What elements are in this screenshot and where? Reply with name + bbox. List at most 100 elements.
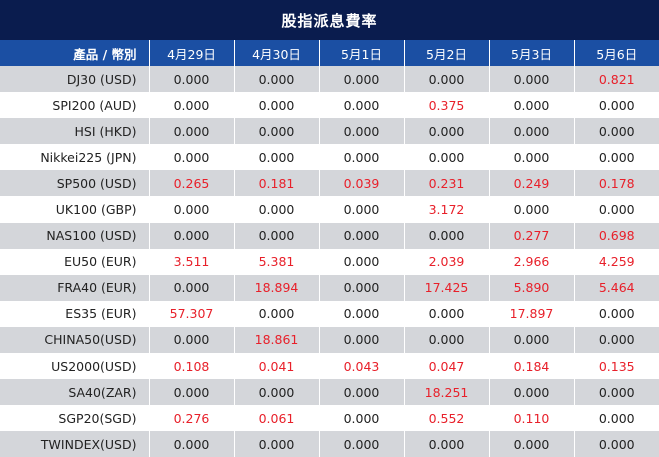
rate-cell: 0.277 [489,222,575,249]
rate-cell: 0.000 [319,118,405,145]
table-row: CHINA50(USD) 0.000 18.861 0.000 0.000 0.000 0.… [0,326,659,354]
rate-cell: 5.464 [598,280,635,296]
product-name-cell: SA40(ZAR) [0,379,150,406]
rate-cell: 0.000 [319,274,405,301]
rate-cell: 0.000 [489,66,575,93]
rate-cell: 0.249 [489,170,575,197]
rate-cell: 0.000 [319,248,405,275]
product-name-cell: CHINA50(USD) [0,326,150,354]
rate-cell: 0.000 [404,431,490,457]
product-name-cell: HSI (HKD) [0,118,150,145]
product-name-cell: SP500 (USD) [0,170,150,197]
rate-cell: 0.000 [489,144,575,171]
rate-cell: 0.000 [598,332,635,348]
rate-cell: 0.000 [598,97,635,113]
product-name-cell: DJ30 (USD) [0,66,150,93]
rate-cell: 5.890 [489,274,575,301]
column-header-date: 5月3日 [489,40,575,66]
rate-cell: 0.000 [234,222,320,249]
rate-cell: 0.000 [149,118,235,145]
rate-cell: 0.265 [149,170,235,197]
table-row: HSI (HKD) 0.000 0.000 0.000 0.000 0.000 0.000 [0,118,659,145]
rate-cell: 0.000 [598,410,635,426]
rate-cell: 5.381 [234,248,320,275]
rate-cell: 0.181 [234,170,320,197]
table-header-row: 產品 / 幣別 4月29日 4月30日 5月1日 5月2日 5月3日 5月6日 [0,40,659,66]
rate-cell: 2.966 [489,248,575,275]
product-name-cell: SGP20(SGD) [0,405,150,432]
table-row: TWINDEX(USD) 0.000 0.000 0.000 0.000 0.000 0.0… [0,431,659,457]
product-name-cell: ES35 (EUR) [0,300,150,327]
table-row: SA40(ZAR) 0.000 0.000 0.000 18.251 0.000 0.000 [0,379,659,406]
rate-cell: 0.043 [319,353,405,380]
product-name-cell: US2000(USD) [0,353,150,380]
table-row: Nikkei225 (JPN) 0.000 0.000 0.000 0.000 0.000… [0,144,659,171]
table-row: SPI200 (AUD) 0.000 0.000 0.000 0.375 0.000 0.0… [0,92,659,119]
product-name-cell: TWINDEX(USD) [0,431,150,457]
rate-cell: 2.039 [404,248,490,275]
rate-cell: 0.184 [489,353,575,380]
rate-cell: 0.000 [319,405,405,432]
product-name-cell: EU50 (EUR) [0,248,150,275]
dividend-table: 產品 / 幣別 4月29日 4月30日 5月1日 5月2日 5月3日 5月6日 … [0,40,659,457]
rate-cell: 18.251 [404,379,490,406]
column-header-date: 4月30日 [234,40,320,66]
rate-cell: 0.000 [598,149,635,165]
rate-cell: 0.000 [149,379,235,406]
rate-cell: 0.000 [149,92,235,119]
column-header-date: 5月2日 [404,40,490,66]
rate-cell: 0.698 [598,228,635,244]
table-row: UK100 (GBP) 0.000 0.000 0.000 3.172 0.000 0.00… [0,196,659,223]
rate-cell: 0.000 [234,431,320,457]
product-name-cell: NAS100 (USD) [0,222,150,249]
rate-cell: 0.000 [319,66,405,93]
rate-cell: 0.110 [489,405,575,432]
rate-cell: 0.000 [319,326,405,354]
rate-cell: 0.000 [234,144,320,171]
rate-cell: 0.000 [598,306,635,322]
rate-cell: 0.000 [234,66,320,93]
rate-cell: 0.041 [234,353,320,380]
table-row: FRA40 (EUR) 0.000 18.894 0.000 17.425 5.890 5.… [0,274,659,301]
rate-cell: 4.259 [598,254,635,270]
rate-cell: 0.000 [319,92,405,119]
rate-cell: 0.000 [234,92,320,119]
product-name-cell: UK100 (GBP) [0,196,150,223]
rate-cell: 0.000 [404,66,490,93]
rate-cell: 0.000 [489,379,575,406]
rate-cell: 0.000 [404,144,490,171]
rate-cell: 0.000 [149,274,235,301]
table-body: DJ30 (USD) 0.000 0.000 0.000 0.000 0.000 0.821… [0,66,659,457]
rate-cell: 0.000 [319,196,405,223]
rate-cell: 0.000 [404,118,490,145]
rate-cell: 18.861 [234,326,320,354]
rate-cell: 3.172 [404,196,490,223]
rate-cell: 0.000 [234,379,320,406]
rate-cell: 0.000 [149,326,235,354]
rate-cell: 0.000 [149,431,235,457]
rate-cell: 0.276 [149,405,235,432]
rate-cell: 0.552 [404,405,490,432]
column-header-date: 5月1日 [319,40,405,66]
rate-cell: 0.231 [404,170,490,197]
rate-cell: 0.047 [404,353,490,380]
rate-cell: 0.000 [598,202,635,218]
rate-cell: 0.000 [489,92,575,119]
rate-cell: 0.000 [404,326,490,354]
rate-cell: 0.108 [149,353,235,380]
rate-cell: 0.135 [598,358,635,374]
product-name-cell: Nikkei225 (JPN) [0,144,150,171]
rate-cell: 0.000 [149,222,235,249]
rate-cell: 0.000 [404,300,490,327]
rate-cell: 17.425 [404,274,490,301]
rate-cell: 0.000 [489,196,575,223]
rate-cell: 0.000 [234,118,320,145]
rate-cell: 3.511 [149,248,235,275]
rate-cell: 0.000 [319,144,405,171]
rate-cell: 0.821 [598,71,635,87]
table-row: EU50 (EUR) 3.511 5.381 0.000 2.039 2.966 4.259 [0,248,659,275]
column-header-date: 5月6日 [596,46,638,62]
rate-cell: 0.000 [149,144,235,171]
rate-cell: 0.000 [598,123,635,139]
